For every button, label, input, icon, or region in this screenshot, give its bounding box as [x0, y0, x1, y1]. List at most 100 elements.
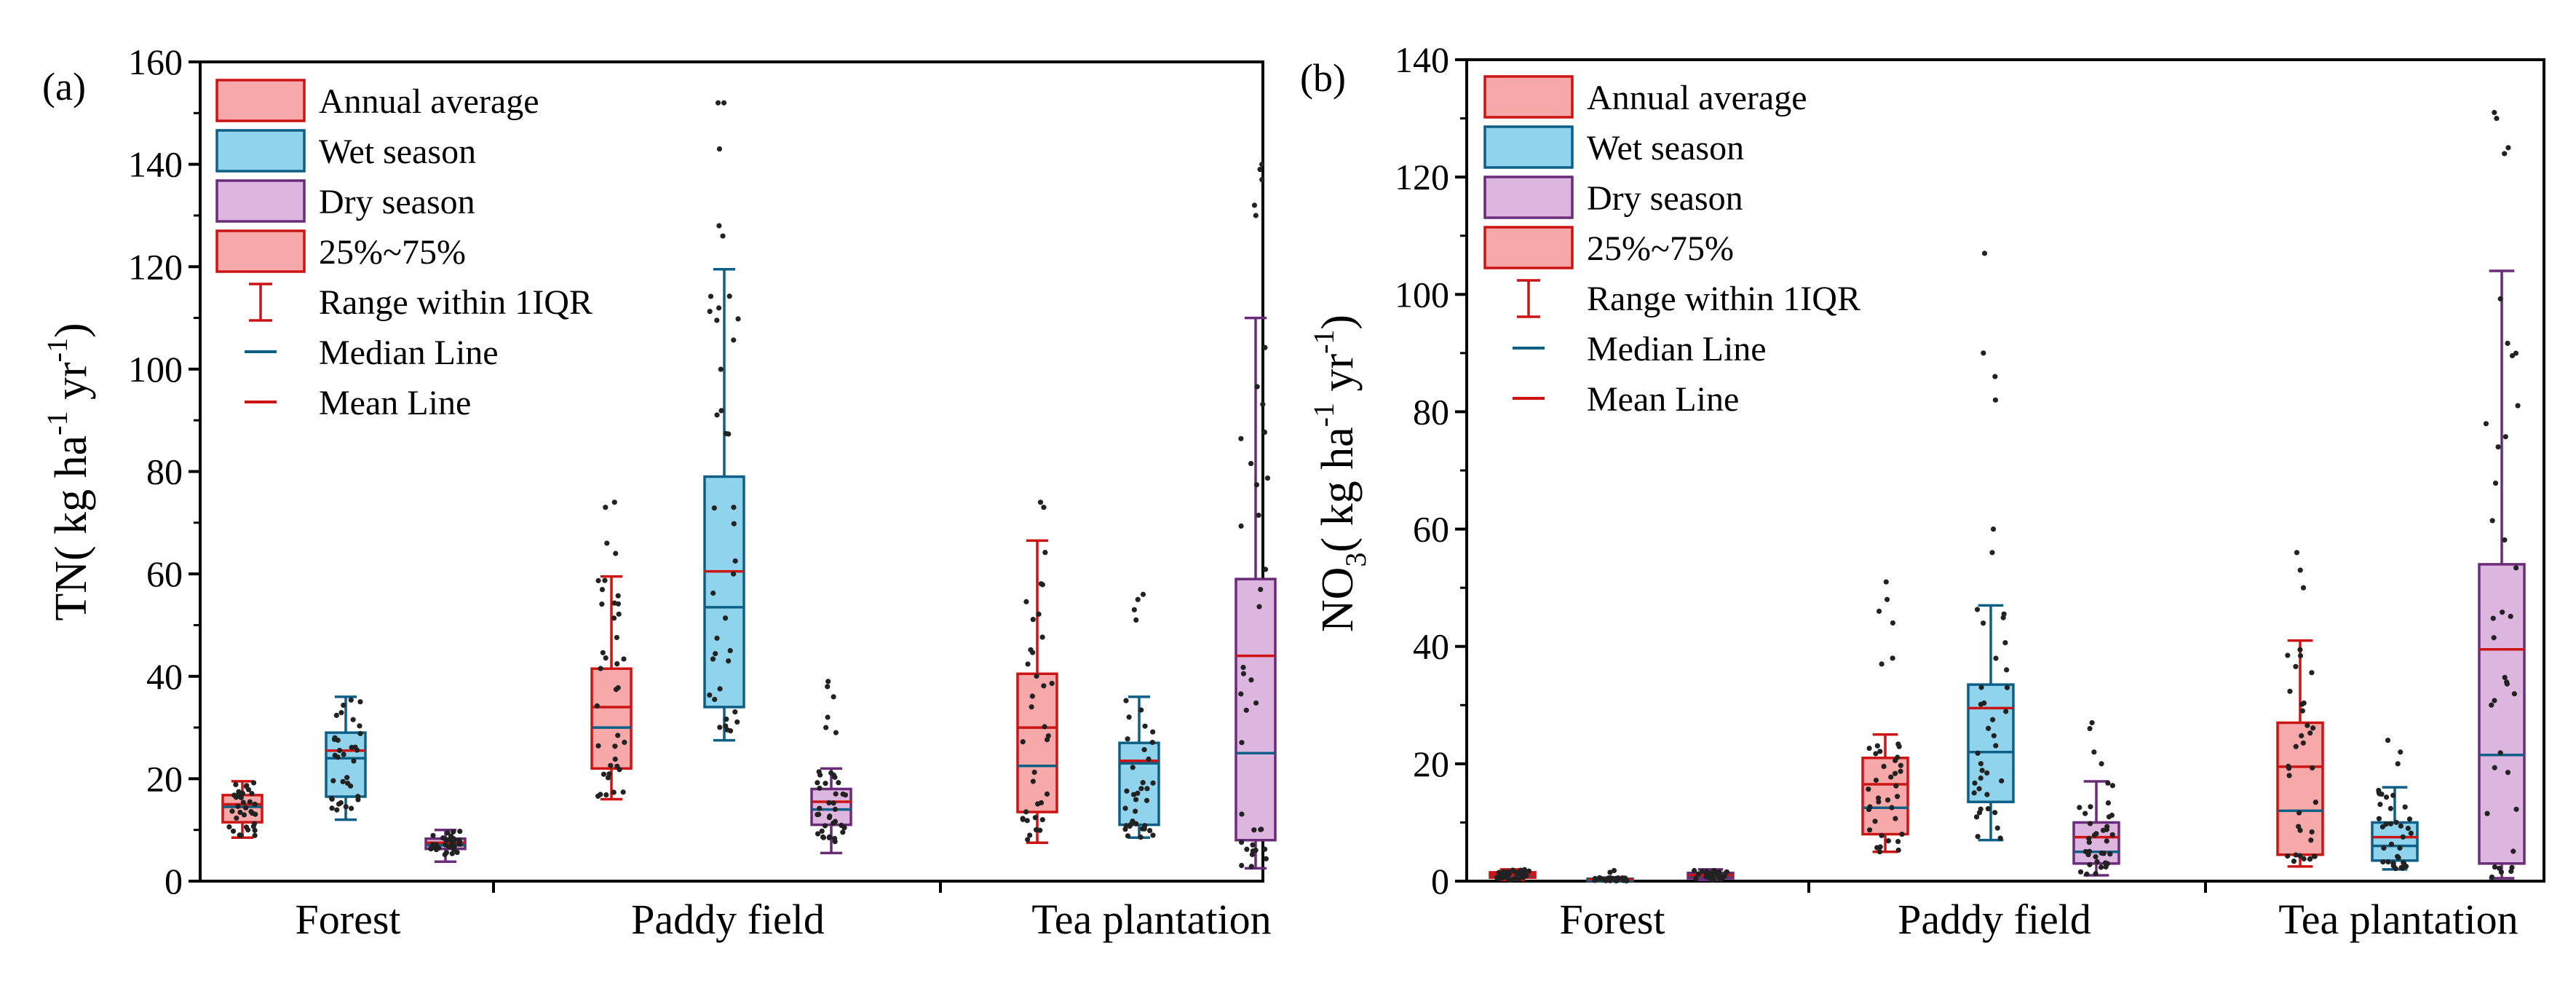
panel-a-tea-plantation-annual-point — [1037, 827, 1043, 833]
panel-a-tea-plantation-dry-point — [1240, 671, 1247, 677]
panel-a-tea-plantation-dry-point — [1262, 567, 1269, 572]
panel-b-forest-annual-point — [1506, 871, 1513, 877]
panel-a-xtick-label-tea-plantation: Tea plantation — [1031, 896, 1271, 943]
panel-a-forest-wet-point — [333, 712, 339, 718]
panel-a-tea-plantation-dry-point — [1248, 864, 1254, 869]
panel-a-paddy-field-wet-point — [731, 571, 737, 577]
panel-b-tea-plantation-annual-point — [2296, 810, 2302, 816]
panel-a-xtick-label-paddy-field: Paddy field — [631, 896, 825, 943]
panel-b-tea-plantation-dry-point — [2505, 340, 2510, 347]
panel-a-paddy-field-dry-outlier — [831, 694, 836, 700]
panel-a-ytick-label: 20 — [146, 758, 183, 799]
panel-b-paddy-field-wet-point — [2004, 667, 2010, 673]
panel-a-tea-plantation-annual-point — [1030, 778, 1036, 784]
panel-a-paddy-field-dry-point — [816, 769, 822, 775]
panel-a-paddy-field-annual-point — [595, 743, 601, 749]
panel-b-tea-plantation-annual-point — [2293, 663, 2299, 669]
panel-b-label: (b) — [1300, 56, 1346, 100]
panel-a-ytick-label: 100 — [128, 349, 183, 390]
panel-b-paddy-field-annual-point — [1885, 838, 1891, 844]
panel-b-paddy-field-wet-point — [1993, 655, 1999, 661]
panel-b-legend-annual-swatch — [1483, 75, 1574, 119]
panel-a-legend-wet-swatch — [215, 129, 306, 173]
panel-b-tea-plantation-dry-outlier — [2505, 145, 2511, 151]
panel-b-paddy-field-annual-point — [1877, 749, 1883, 754]
panel-a-tea-plantation-wet-point — [1149, 739, 1155, 746]
panel-b-forest-dry-point — [1723, 869, 1729, 875]
panel-a-paddy-field-dry-outlier — [825, 684, 831, 690]
panel-b-paddy-field-wet-outlier — [1990, 526, 1997, 532]
panel-a-forest-wet-point — [340, 778, 346, 784]
panel-a-paddy-field-dry-point — [815, 780, 820, 786]
panel-a-tea-plantation-annual-point — [1044, 791, 1050, 797]
panel-a-paddy-field-wet-point — [708, 293, 714, 299]
panel-a-forest-wet-point — [352, 744, 358, 750]
panel-a-tea-plantation-dry-outlier — [1251, 202, 1258, 208]
panel-b-tea-plantation-dry-point — [2513, 565, 2519, 571]
panel-b-forest-annual-point — [1513, 875, 1518, 881]
panel-a-boxes — [221, 100, 1277, 870]
panel-a-tea-plantation-dry-point — [1254, 384, 1260, 390]
panel-a-legend-iqr-label: 25%~75% — [319, 233, 466, 272]
panel-b-forest-wet-outlier — [1611, 867, 1617, 874]
panel-b-paddy-field-wet-point — [1976, 810, 1983, 816]
panel-a-forest-wet-point — [344, 775, 350, 781]
panel-a-paddy-field-annual-point — [615, 593, 621, 599]
panel-a-forest-annual-point — [248, 808, 254, 815]
panel-b-paddy-field-wet-point — [1972, 780, 1978, 786]
panel-b-paddy-field-wet-point — [2003, 709, 2009, 714]
panel-b-paddy-field-wet-point — [1997, 835, 2003, 841]
panel-b-tea-plantation-wet-point — [2393, 866, 2398, 872]
panel-a-tea-plantation-wet-point — [1130, 765, 1136, 770]
panel-a-tea-plantation-dry-point — [1261, 429, 1268, 435]
panel-b-paddy-field-dry-outlier — [2087, 725, 2093, 732]
panel-a-paddy-field-wet-point — [717, 686, 723, 692]
panel-a-forest-annual-point — [243, 805, 249, 811]
panel-b-paddy-field-dry-point — [2082, 811, 2088, 816]
panel-b-tea-plantation-dry-point — [2497, 750, 2503, 756]
panel-a-tea-plantation-annual-point — [1036, 611, 1042, 617]
panel-a-legend-dry-label: Dry season — [319, 183, 475, 221]
panel-b-tea-plantation-dry-outlier — [2502, 151, 2508, 157]
panel-b-tea-plantation-wet-point — [2400, 834, 2406, 840]
panel-b-tea-plantation-dry-outlier — [2492, 109, 2497, 116]
panel-a-forest-annual-point — [234, 815, 239, 821]
panel-b-tea-plantation-dry-point — [2502, 674, 2508, 680]
panel-a-paddy-field-wet-point — [717, 725, 723, 730]
panel-a-paddy-field-annual-point — [612, 744, 618, 749]
panel-a-tea-plantation-wet-outlier — [1135, 596, 1141, 602]
panel-b-tea-plantation-dry-point — [2491, 635, 2497, 641]
panel-a-tea-plantation-dry-box — [1235, 577, 1277, 842]
panel-a-paddy-field-annual-point — [598, 666, 603, 671]
panel-a-paddy-field-annual-point — [603, 655, 609, 661]
panel-a-tea-plantation-annual-point — [1039, 634, 1045, 640]
panel-a-paddy-field-dry-point — [841, 825, 847, 831]
panel-b-paddy-field-annual-point — [1895, 794, 1901, 800]
panel-b-tea-plantation-annual-point — [2307, 730, 2313, 736]
panel-a-tea-plantation-wet-point — [1146, 756, 1152, 762]
panel-b-tea-plantation-dry-point — [2497, 296, 2503, 301]
panel-b-forest-dry-point — [1704, 871, 1710, 877]
panel-a-tea-plantation-annual-point — [1025, 661, 1031, 667]
panel-b-paddy-field-wet-point — [1990, 717, 1996, 722]
panel-b-forest-annual-point — [1526, 868, 1532, 874]
panel-a-forest-dry-point — [456, 841, 462, 847]
panel-b-paddy-field-annual-point — [1866, 806, 1872, 813]
panel-b-tea-plantation-annual-outlier — [2297, 567, 2303, 573]
panel-b-paddy-field-annual-point — [1885, 797, 1891, 803]
panel-b-paddy-field-annual-outlier — [1876, 608, 1882, 614]
panel-a-tea-plantation-wet-outlier — [1133, 617, 1139, 623]
panel-a-paddy-field-dry-point — [815, 811, 820, 818]
panel-b-tea-plantation-wet-point — [2376, 816, 2382, 821]
panel-b-paddy-field-dry-point — [2104, 838, 2109, 844]
panel-a-paddy-field-dry-outlier — [823, 725, 829, 730]
panel-b-paddy-field-wet-point — [1991, 733, 1997, 738]
panel-a-forest-dry-point — [443, 850, 450, 856]
panel-b-paddy-field-annual-outlier — [1883, 579, 1889, 585]
panel-b-legend-iqr-label: 25%~75% — [1587, 229, 1734, 268]
panel-b-tea-plantation-annual-point — [2311, 853, 2317, 859]
panel-b-paddy-field-annual-point — [1888, 774, 1894, 780]
panel-a-forest-wet-point — [332, 735, 338, 741]
panel-a-y-axis: 0 20 40 60 80 100 120 140 160 — [128, 42, 200, 902]
panel-a-tea-plantation-wet-point — [1144, 786, 1150, 792]
